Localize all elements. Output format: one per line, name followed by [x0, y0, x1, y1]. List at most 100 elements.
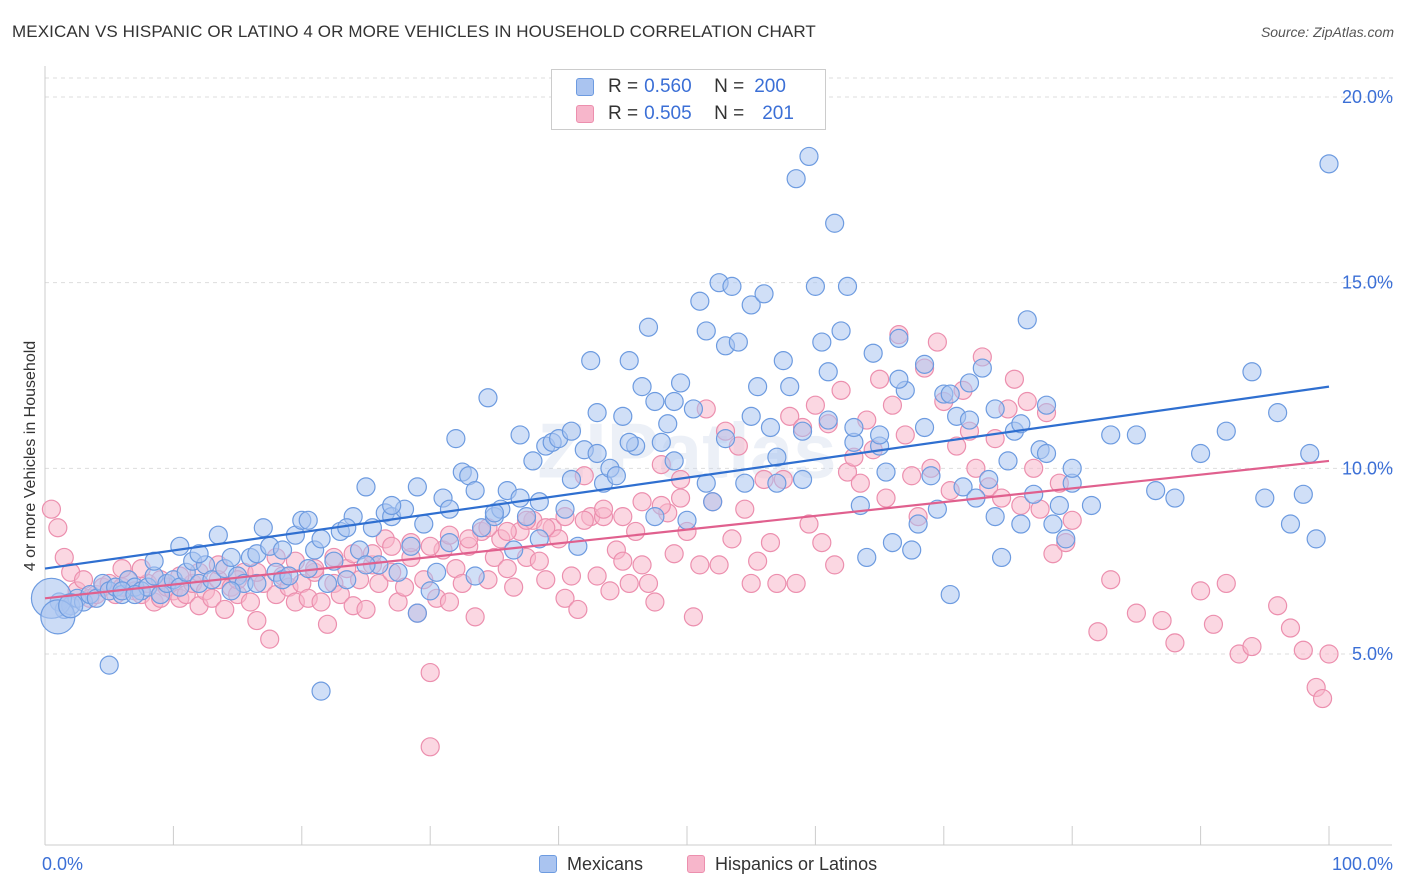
mexicans-point-108: [741, 295, 761, 315]
mexicans-point-188: [767, 473, 787, 493]
mexicans-point-100: [690, 291, 710, 311]
mexicans-point-175: [439, 532, 460, 553]
mexicans-point-155: [1043, 514, 1063, 534]
mexicans-point-182: [619, 432, 639, 452]
legend-n-label: N =: [714, 103, 745, 124]
mexicans-point-145: [979, 469, 999, 490]
mexicans-point-109: [748, 377, 768, 397]
hispanics-point-123: [831, 380, 851, 400]
mexicans-point-187: [741, 406, 761, 426]
mexicans-point-116: [792, 469, 813, 490]
hispanics-point-203: [613, 507, 633, 527]
hispanics-point-69: [484, 547, 504, 568]
hispanics-point-113: [767, 573, 787, 594]
mexicans-point-94: [651, 432, 671, 452]
mexicans-point-166: [189, 544, 209, 564]
mexicans-point-160: [99, 655, 119, 675]
mexicans-point-73: [516, 507, 537, 527]
hispanics-point-159: [1062, 510, 1082, 530]
mexicans-point-154: [1036, 395, 1057, 415]
hispanics-point-94: [645, 592, 665, 612]
hispanics-point-134: [902, 466, 922, 486]
mexicans-point-135: [914, 354, 935, 374]
mexicans-point-191: [844, 417, 864, 438]
hispanics-point-118: [799, 514, 819, 534]
legend-r-label: R =: [608, 76, 639, 97]
mexicans-point-61: [439, 499, 460, 519]
mexicans-point-203: [1126, 425, 1147, 445]
mexicans-point-161: [311, 681, 331, 701]
hispanics-point-49: [356, 599, 376, 620]
bottom-legend-swatch-mexicans: [539, 855, 557, 873]
hispanics-point-80: [555, 588, 575, 608]
legend-r-label: R =: [608, 103, 639, 124]
mexicans-point-117: [799, 146, 819, 167]
mexicans-point-55: [401, 536, 421, 556]
mexicans-point-25: [208, 525, 228, 545]
mexicans-point-211: [1306, 529, 1326, 549]
hispanics-point-120: [812, 532, 832, 553]
mexicans-point-142: [959, 373, 980, 393]
mexicans-point-205: [1165, 488, 1185, 508]
mexicans-point-213: [1280, 514, 1301, 534]
mexicans-point-121: [825, 213, 845, 233]
mexicans-point-170: [298, 510, 318, 530]
mexicans-point-88: [613, 406, 633, 426]
hispanics-point-174: [1312, 688, 1333, 709]
mexicans-point-173: [382, 495, 402, 516]
axes: [44, 66, 1392, 846]
mexicans-point-57: [414, 514, 434, 534]
mexicans-point-209: [1268, 403, 1288, 423]
mexicans-point-101: [696, 321, 716, 341]
series-hispanics-points: [41, 325, 1339, 757]
legend-r-value-mexicans: 0.560: [644, 76, 692, 97]
hispanics-point-163: [1152, 610, 1172, 631]
mexicans-point-199: [1036, 443, 1057, 464]
mexicans-point-208: [1242, 362, 1262, 382]
hispanics-point-176: [420, 737, 440, 757]
mexicans-point-66: [471, 518, 492, 538]
mexicans-point-91: [632, 377, 652, 397]
hispanics-point-204: [632, 492, 652, 512]
legend-swatch-hispanics: [576, 105, 594, 123]
mexicans-point-151: [1017, 310, 1037, 330]
trend-line-hispanics: [44, 459, 1330, 600]
mexicans-point-183: [645, 507, 665, 527]
mexicans-point-139: [940, 584, 960, 605]
mexicans-point-74: [523, 451, 543, 471]
hispanics-point-172: [1293, 640, 1313, 660]
hispanics-point-119: [805, 395, 826, 415]
hispanics-point-92: [632, 555, 652, 575]
mexicans-point-194: [914, 417, 935, 438]
mexicans-point-157: [1056, 529, 1076, 549]
mexicans-point-186: [715, 429, 736, 449]
legend-row-mexicans: R = 0.560 N = 200: [576, 75, 786, 99]
mexicans-point-176: [465, 481, 485, 501]
hispanics-point-131: [882, 395, 903, 415]
hispanics-point-144: [966, 458, 986, 478]
mexicans-point-147: [991, 547, 1012, 568]
hispanics-point-164: [1165, 633, 1185, 653]
hispanics-point-101: [690, 555, 710, 575]
mexicans-point-200: [1062, 458, 1082, 478]
mexicans-point-133: [902, 540, 922, 560]
hispanics-point-122: [825, 555, 845, 575]
mexicans-point-195: [940, 384, 960, 404]
hispanics-point-152: [1017, 391, 1037, 412]
mexicans-point-41: [311, 529, 331, 549]
hispanics-point-66: [465, 607, 485, 627]
hispanics-point-165: [1190, 581, 1211, 601]
y-tick-label: 10.0%: [1342, 458, 1393, 478]
mexicans-point-168: [247, 573, 267, 594]
mexicans-point-129: [876, 462, 896, 482]
mexicans-point-210: [1293, 484, 1313, 504]
legend-row-hispanics: R = 0.505 N = 201: [576, 102, 794, 126]
mexicans-point-198: [1011, 414, 1031, 434]
mexicans-point-112: [767, 447, 787, 467]
hispanics-point-93: [638, 573, 659, 594]
mexicans-point-127: [863, 343, 883, 363]
hispanics-point-91: [626, 521, 646, 542]
mexicans-point-97: [670, 373, 691, 393]
mexicans-point-43: [324, 551, 344, 571]
hispanics-point-77: [536, 570, 556, 590]
